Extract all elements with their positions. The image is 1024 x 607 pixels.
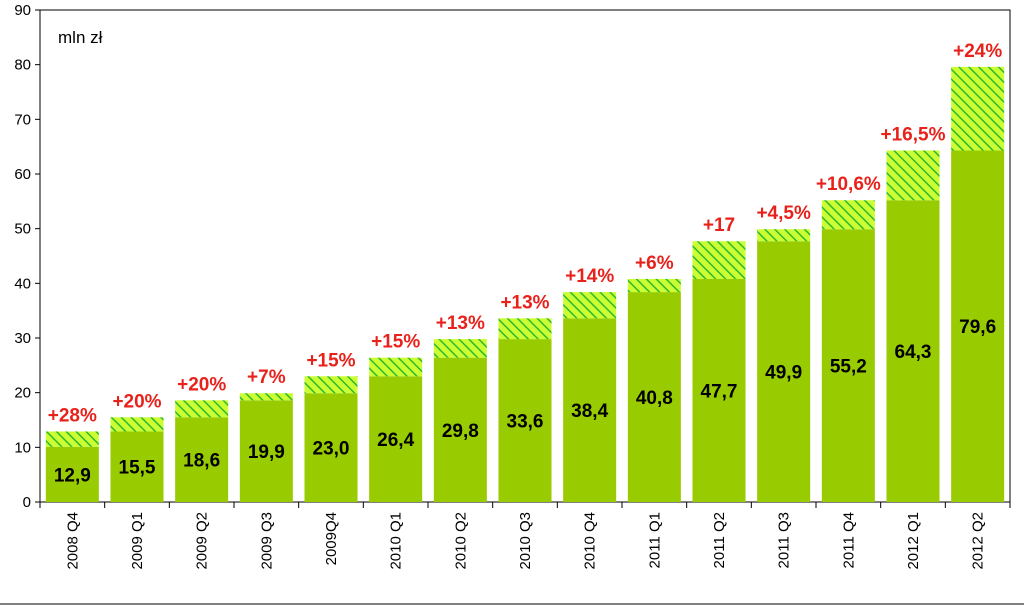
x-tick-label: 2010 Q4 <box>582 512 599 570</box>
y-tick-label: 90 <box>14 2 31 19</box>
unit-label: mln zł <box>58 28 103 47</box>
bar-increment <box>110 417 164 432</box>
data-label: 33,6 <box>507 412 544 433</box>
bar-increment <box>239 393 293 401</box>
growth-label: +15% <box>371 332 420 353</box>
data-label: 64,3 <box>895 342 932 363</box>
bar-increment <box>563 292 617 319</box>
data-label: 79,6 <box>959 317 996 338</box>
bar-base <box>304 393 358 502</box>
x-tick-label: 2012 Q1 <box>905 512 922 570</box>
bar-base <box>110 431 164 502</box>
data-label: 19,9 <box>248 442 285 463</box>
growth-label: +28% <box>48 405 97 426</box>
growth-label: +4,5% <box>756 203 811 224</box>
x-tick-label: 2009 Q3 <box>258 512 275 570</box>
bar-increment <box>498 318 552 340</box>
x-tick-label: 2011 Q4 <box>840 512 857 568</box>
bar-increment <box>951 66 1005 151</box>
x-tick-label: 2011 Q2 <box>711 512 728 568</box>
x-tick-label: 2009Q4 <box>323 512 340 565</box>
growth-label: +20% <box>112 391 161 412</box>
bar-base <box>627 292 681 502</box>
data-label: 15,5 <box>119 458 156 479</box>
data-label: 47,7 <box>701 381 738 402</box>
bar-base <box>433 357 487 502</box>
growth-label: +16,5% <box>881 124 946 145</box>
bar-increment <box>369 357 423 377</box>
growth-label: +13% <box>500 292 549 313</box>
bar-base <box>369 376 423 502</box>
bar-increment <box>175 400 229 418</box>
bar-increment <box>757 229 811 242</box>
y-tick-label: 30 <box>14 330 31 347</box>
x-tick-label: 2012 Q2 <box>970 512 987 570</box>
growth-label: +20% <box>177 374 226 395</box>
bar-base <box>563 318 617 502</box>
x-tick-label: 2010 Q3 <box>517 512 534 570</box>
y-tick-label: 20 <box>14 385 31 402</box>
bar-base <box>45 446 99 502</box>
bar-base <box>239 400 293 502</box>
y-tick-label: 60 <box>14 166 31 183</box>
bar-increment <box>304 376 358 394</box>
growth-label: +7% <box>247 367 286 388</box>
data-label: 38,4 <box>571 401 608 422</box>
y-tick-label: 10 <box>14 439 31 456</box>
x-tick-label: 2011 Q1 <box>646 512 663 568</box>
growth-label: +6% <box>635 253 674 274</box>
bar-base <box>498 339 552 502</box>
y-tick-label: 70 <box>14 111 31 128</box>
growth-label: +15% <box>306 350 355 371</box>
data-label: 40,8 <box>636 388 673 409</box>
x-tick-label: 2009 Q2 <box>194 512 211 570</box>
x-tick-label: 2011 Q3 <box>776 512 793 568</box>
bar-increment <box>821 200 875 230</box>
growth-label: +10,6% <box>816 174 881 195</box>
bar-increment <box>433 339 487 358</box>
bar-base <box>821 229 875 503</box>
x-tick-label: 2010 Q2 <box>452 512 469 570</box>
data-label: 26,4 <box>377 430 414 451</box>
growth-label: +17 <box>703 215 735 236</box>
bar-increment <box>692 241 746 279</box>
x-tick-label: 2009 Q1 <box>129 512 146 570</box>
bar-base <box>951 150 1005 502</box>
data-label: 49,9 <box>765 363 802 384</box>
y-tick-label: 80 <box>14 57 31 74</box>
y-tick-label: 40 <box>14 275 31 292</box>
data-label: 29,8 <box>442 421 479 442</box>
x-tick-label: 2008 Q4 <box>64 512 81 570</box>
data-label: 23,0 <box>313 439 350 460</box>
y-tick-label: 50 <box>14 221 31 238</box>
bar-base <box>757 241 811 503</box>
data-label: 55,2 <box>830 357 867 378</box>
growth-label: +14% <box>565 266 614 287</box>
bar-base <box>175 417 229 502</box>
bar-base <box>692 278 746 502</box>
x-tick-label: 2010 Q1 <box>388 512 405 570</box>
growth-label: +13% <box>436 313 485 334</box>
bar-increment <box>45 431 99 447</box>
data-label: 18,6 <box>183 451 220 472</box>
bar-increment <box>886 150 940 201</box>
y-tick-label: 0 <box>23 494 31 511</box>
data-label: 12,9 <box>54 465 91 486</box>
bar-increment <box>627 278 681 293</box>
growth-label: +24% <box>953 41 1002 62</box>
bar-base <box>886 200 940 503</box>
